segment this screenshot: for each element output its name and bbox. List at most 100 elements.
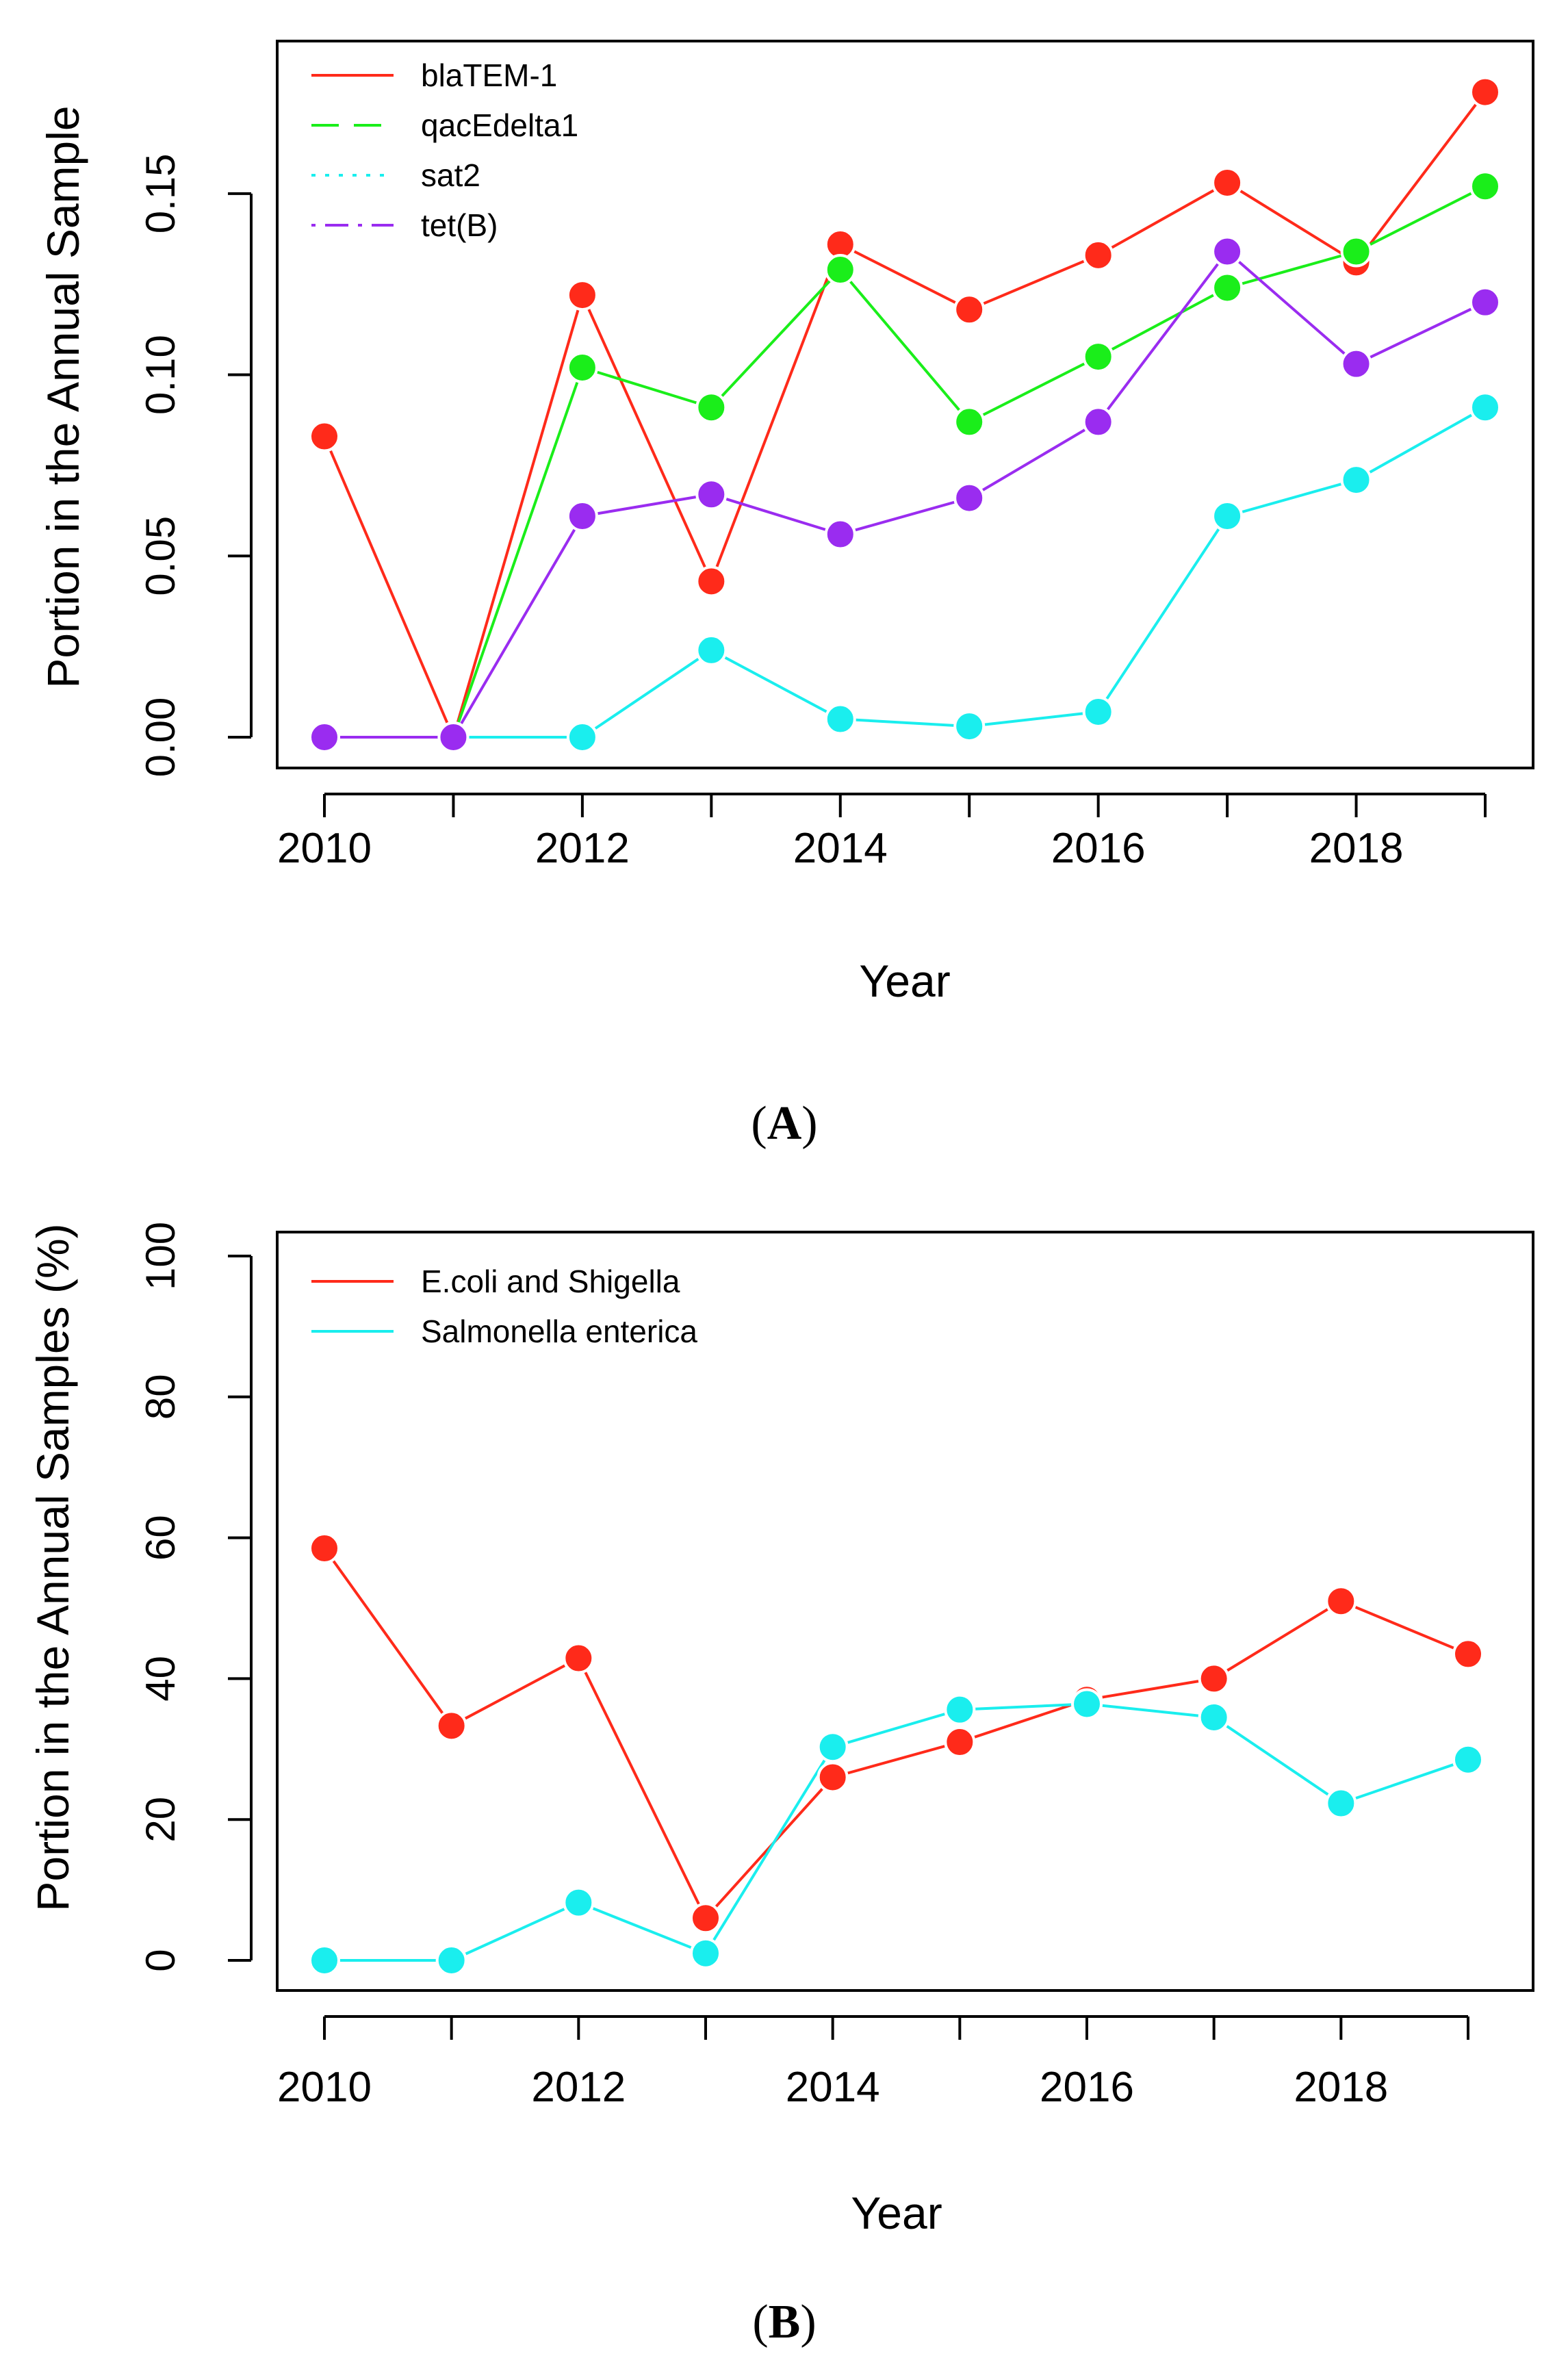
panel-a-data-point: [566, 351, 598, 383]
panel-b-y-tick-label: 20: [138, 1797, 183, 1843]
panel-b-data-point: [563, 1886, 595, 1919]
panel-a-data-point: [566, 279, 598, 311]
panel-b-data-point: [563, 1642, 595, 1674]
panel-b-xlabel: Year: [851, 2188, 942, 2238]
panel-a-data-point: [695, 565, 728, 598]
panel-b-data-point: [435, 1710, 467, 1742]
panel-a-data-point: [566, 500, 598, 533]
panel-a-data-point: [1469, 392, 1501, 424]
panel-a-data-point: [1469, 170, 1501, 203]
panel-b-x-tick-label: 2014: [786, 2064, 880, 2111]
panel-a-legend-label: qacEdelta1: [421, 107, 578, 143]
panel-b-y-tick-label: 40: [138, 1656, 183, 1702]
panel-a-data-point: [309, 420, 340, 452]
panel-b-y-tick-label: 80: [138, 1374, 183, 1420]
panel-a-data-point: [1340, 235, 1372, 268]
panel-a-legend-label: tet(B): [421, 207, 498, 243]
panel-b-y-tick-label: 60: [138, 1515, 183, 1561]
panel-a-data-point: [695, 478, 728, 511]
panel-b-label-open: (: [752, 2296, 768, 2348]
panel-a-data-point: [695, 634, 728, 666]
panel-a-series-line: [324, 406, 1486, 739]
panel-a-label: (A): [751, 1097, 817, 1150]
panel-b-series-line: [324, 1702, 1469, 1962]
panel-a-x-tick-label: 2010: [277, 825, 372, 872]
panel-a-x-tick-label: 2018: [1309, 825, 1404, 872]
panel-a-data-point: [1211, 272, 1244, 304]
panel-b-data-point: [1071, 1688, 1103, 1720]
panel-b-y-tick-label: 0: [138, 1949, 183, 1971]
panel-a-data-point: [437, 721, 470, 753]
chart-panel-a: Portion in the Annual Sample Year (A) 20…: [38, 40, 1534, 1150]
panel-b-data-point: [1198, 1701, 1230, 1733]
panel-a-x-tick-label: 2012: [535, 825, 630, 872]
panel-b-x-tick-label: 2016: [1040, 2064, 1134, 2111]
panel-a-xlabel: Year: [859, 956, 950, 1006]
panel-b-data-point: [817, 1761, 849, 1793]
panel-b-label-letter: B: [769, 2296, 801, 2348]
panel-a-data-point: [1211, 166, 1244, 199]
panel-b-label-close: ): [800, 2296, 816, 2348]
panel-a-data-point: [824, 703, 856, 735]
panel-a-data-point: [1340, 464, 1372, 496]
panel-b-y-tick-label: 100: [138, 1222, 183, 1290]
panel-b-x-tick-label: 2012: [531, 2064, 626, 2111]
panel-a-series-line: [324, 185, 1486, 739]
panel-a-y-tick-label: 0.05: [138, 516, 183, 596]
panel-a-data-point: [953, 294, 986, 326]
panel-b-data-point: [690, 1902, 721, 1934]
panel-a-data-point: [1340, 348, 1372, 380]
panel-a-y-tick-label: 0.00: [138, 697, 183, 778]
panel-a-legend-label: blaTEM-1: [421, 57, 557, 93]
panel-b-data-point: [944, 1726, 976, 1758]
panel-b-ylabel: Portion in the Annual Samples (%): [27, 1223, 78, 1911]
panel-a-data-point: [953, 406, 986, 438]
panel-a-data-point: [1082, 695, 1114, 728]
panel-b-x-tick-label: 2010: [277, 2064, 372, 2111]
panel-a-series-line: [324, 250, 1486, 739]
panel-b-data-point: [690, 1937, 721, 1969]
panel-b-data-point: [817, 1731, 849, 1763]
panel-b-legend-label: E.coli and Shigella: [421, 1264, 680, 1299]
panel-b-series-line: [323, 1547, 1469, 1920]
panel-a-data-point: [1469, 76, 1501, 108]
panel-b-label: (B): [752, 2296, 816, 2348]
panel-b-plot-frame: [276, 1231, 1534, 1992]
panel-a-plot-frame: [276, 40, 1534, 769]
panel-b-data-point: [1452, 1743, 1484, 1776]
panel-a-data-point: [1469, 286, 1501, 318]
panel-a-data-point: [1082, 406, 1114, 438]
panel-a-label-open: (: [751, 1097, 767, 1150]
panel-a-ylabel: Portion in the Annual Sample: [38, 105, 88, 688]
panel-b-data-point: [1452, 1638, 1484, 1670]
panel-a-x-tick-label: 2014: [793, 825, 888, 872]
panel-b-data-point: [435, 1945, 467, 1976]
panel-b-data-point: [944, 1693, 976, 1726]
panel-a-data-point: [566, 721, 598, 753]
panel-b-legend-label: Salmonella enterica: [421, 1314, 697, 1349]
panel-a-data-point: [1211, 235, 1244, 268]
panel-a-data-point: [309, 721, 340, 753]
panel-a-data-point: [824, 254, 856, 286]
panel-a-data-point: [695, 392, 728, 424]
panel-a-label-letter: A: [767, 1097, 802, 1150]
panel-a-data-point: [824, 518, 856, 550]
panel-a-data-point: [953, 710, 986, 743]
panel-b-data-point: [1198, 1663, 1230, 1695]
panel-a-y-tick-label: 0.15: [138, 153, 183, 233]
panel-a-y-tick-label: 0.10: [138, 335, 183, 415]
panel-a-x-tick-label: 2016: [1051, 825, 1146, 872]
panel-a-data-point: [1211, 500, 1244, 533]
panel-a-data-point: [1082, 341, 1114, 373]
chart-panel-b: Portion in the Annual Samples (%) Year (…: [27, 1222, 1534, 2348]
panel-a-legend-label: sat2: [421, 157, 480, 193]
panel-b-data-point: [1325, 1585, 1357, 1617]
panel-b-data-point: [309, 1533, 340, 1565]
panel-b-x-tick-label: 2018: [1294, 2064, 1388, 2111]
panel-b-data-point: [1325, 1787, 1357, 1819]
panel-b-data-point: [309, 1945, 340, 1976]
panel-a-label-close: ): [801, 1097, 817, 1150]
panel-a-data-point: [953, 482, 986, 514]
